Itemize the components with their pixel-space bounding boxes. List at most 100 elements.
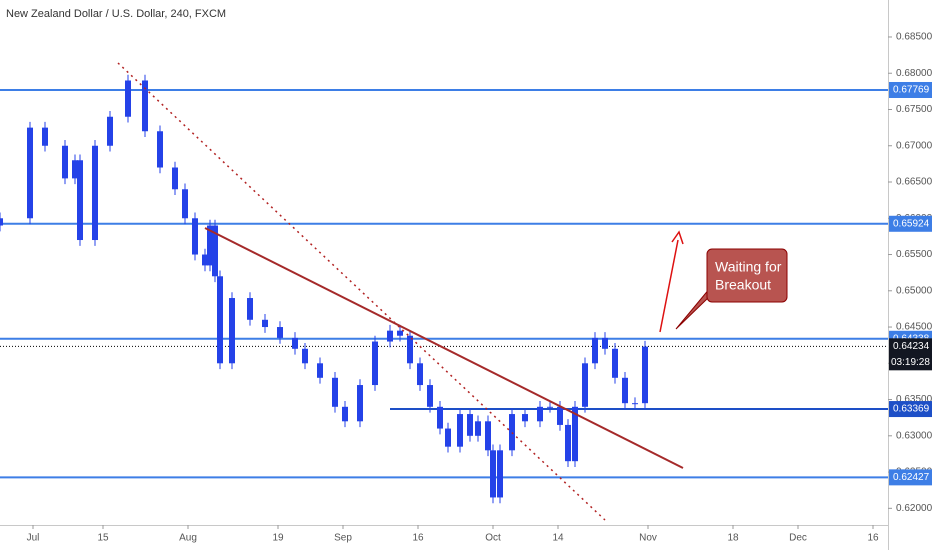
candle-body <box>445 428 451 447</box>
candle-body <box>582 363 588 407</box>
candle-body <box>157 131 163 168</box>
candle-body <box>572 406 578 462</box>
candle-body <box>229 298 235 364</box>
candle-body <box>182 189 188 219</box>
x-tick-label: Jul <box>27 533 40 544</box>
level-label-box <box>889 401 932 418</box>
candle-body <box>407 335 413 364</box>
level-label: 0.67769 <box>893 85 930 96</box>
candle-body <box>485 421 491 451</box>
candle-body <box>632 403 638 405</box>
y-tick-label: 0.68500 <box>896 32 932 43</box>
level-label-box <box>889 469 932 486</box>
candle-body <box>602 337 608 349</box>
candle-body <box>212 225 218 277</box>
candle-body <box>537 406 543 422</box>
candle-body <box>387 330 393 342</box>
candle-body <box>92 145 98 241</box>
candle-body <box>77 160 83 241</box>
candle-body <box>72 160 78 179</box>
current-price-label: 0.64234 <box>893 341 930 352</box>
y-tick-label: 0.67500 <box>896 104 932 115</box>
x-tick-label: Oct <box>485 533 501 544</box>
y-tick-label: 0.63500 <box>896 394 932 405</box>
y-tick-label: 0.64500 <box>896 322 932 333</box>
candle-body <box>302 348 308 364</box>
x-tick-label: Sep <box>334 533 352 544</box>
candle-body <box>490 450 496 498</box>
candle-body <box>557 406 563 425</box>
candle-body <box>0 218 3 226</box>
candle-body <box>27 127 33 219</box>
candle-body <box>372 341 378 386</box>
candle-body <box>62 145 68 179</box>
candle-body <box>107 116 113 146</box>
candle-body <box>125 80 131 117</box>
y-tick-label: 0.67000 <box>896 140 932 151</box>
candle-body <box>437 406 443 429</box>
candle-body <box>622 377 628 404</box>
arrow-line <box>659 239 679 333</box>
y-tick-label: 0.63000 <box>896 430 932 441</box>
candle-body <box>427 385 433 407</box>
candle-body <box>172 167 178 190</box>
callout-text: Breakout <box>715 277 771 293</box>
candle-body <box>42 127 48 146</box>
candle-body <box>217 276 223 364</box>
x-tick-label: 19 <box>272 533 284 544</box>
y-tick-label: 0.68000 <box>896 68 932 79</box>
chart-title: New Zealand Dollar / U.S. Dollar, 240, F… <box>6 8 226 20</box>
countdown: 03:19:28 <box>891 357 930 368</box>
candle-body <box>547 406 553 408</box>
candle-body <box>509 414 515 451</box>
candle-body <box>317 363 323 378</box>
candle-body <box>192 218 198 255</box>
candle-body <box>247 298 253 320</box>
callout <box>706 248 788 303</box>
candle-body <box>332 377 338 407</box>
trendline <box>204 227 684 469</box>
candle-body <box>475 421 481 436</box>
y-tick-label: 0.65000 <box>896 285 932 296</box>
level-label-box <box>889 81 932 98</box>
level-label-box <box>889 215 932 232</box>
x-tick-label: 16 <box>867 533 879 544</box>
candle-body <box>357 385 363 422</box>
candle-body <box>612 348 618 378</box>
candle-body <box>207 225 213 266</box>
level-label: 0.63369 <box>893 404 930 415</box>
candle-body <box>277 327 283 338</box>
candle-body <box>457 414 463 447</box>
candle-body <box>522 414 528 422</box>
candle-body <box>497 450 503 498</box>
candle-body <box>467 414 473 436</box>
x-tick-label: 14 <box>552 533 564 544</box>
candle-body <box>592 337 598 364</box>
candle-body <box>262 319 268 328</box>
x-tick-label: 16 <box>412 533 424 544</box>
y-tick-label: 0.66500 <box>896 177 932 188</box>
x-tick-label: 18 <box>727 533 739 544</box>
candle-body <box>202 254 208 266</box>
candle-body <box>397 330 403 336</box>
y-tick-label: 0.65500 <box>896 249 932 260</box>
y-tick-label: 0.62000 <box>896 503 932 514</box>
callout-text: Waiting for <box>715 259 782 275</box>
candle-body <box>342 406 348 422</box>
candle-body <box>565 424 571 462</box>
x-tick-label: 15 <box>97 533 109 544</box>
level-label: 0.65924 <box>893 218 930 229</box>
current-price-box <box>889 338 932 371</box>
arrow-head <box>671 230 684 245</box>
marks <box>0 74 888 504</box>
candle-body <box>417 363 423 386</box>
candle-body <box>142 80 148 132</box>
x-tick-label: Dec <box>789 533 807 544</box>
x-tick-label: Aug <box>179 533 197 544</box>
candle-body <box>292 337 298 349</box>
candle-body <box>642 346 648 404</box>
x-tick-label: Nov <box>639 533 657 544</box>
level-label: 0.62427 <box>893 472 930 483</box>
